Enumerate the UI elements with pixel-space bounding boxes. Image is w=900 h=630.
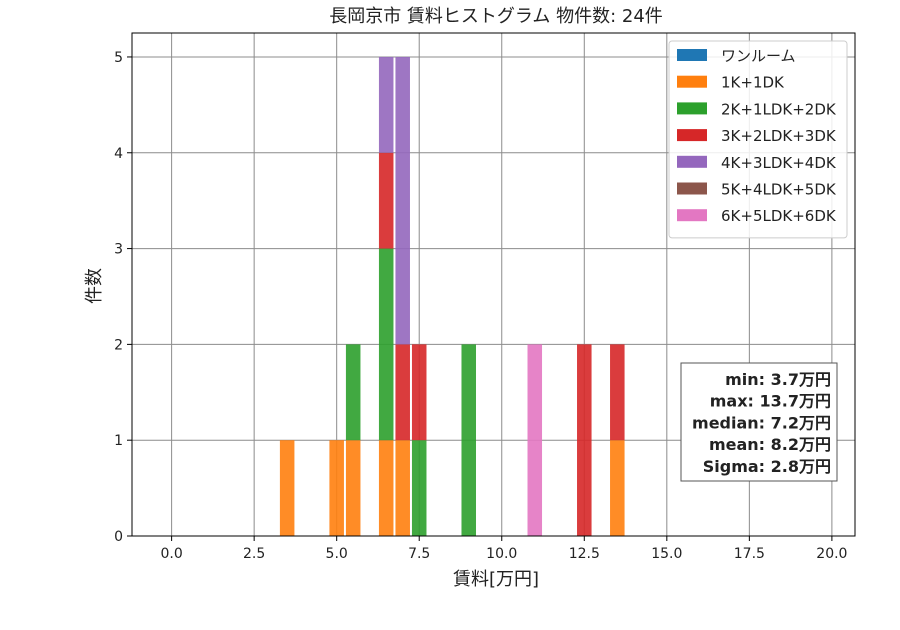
stats-line: Sigma: 2.8万円 xyxy=(703,457,831,476)
bar-4K+3LDK+4DK xyxy=(395,56,410,345)
bar-1K+1DK xyxy=(395,440,410,536)
legend-swatch xyxy=(677,182,707,195)
bar-2K+1LDK+2DK xyxy=(461,344,477,536)
bar-2K+1LDK+2DK xyxy=(378,248,394,441)
legend-label: 6K+5LDK+6DK xyxy=(721,207,837,225)
legend-swatch xyxy=(677,155,707,168)
stats-line: median: 7.2万円 xyxy=(692,413,831,432)
legend-swatch xyxy=(677,209,707,222)
x-tick-label: 7.5 xyxy=(408,546,430,562)
bar-1K+1DK xyxy=(610,440,625,536)
bar-3K+2LDK+3DK xyxy=(378,152,394,249)
stats-line: max: 13.7万円 xyxy=(710,392,831,411)
x-tick-label: 5.0 xyxy=(326,546,348,562)
stats-line: min: 3.7万円 xyxy=(725,370,831,389)
x-axis-label: 賃料[万円] xyxy=(453,569,539,590)
x-tick-label: 10.0 xyxy=(486,546,517,562)
bar-1K+1DK xyxy=(329,440,344,536)
x-tick-label: 17.5 xyxy=(734,546,765,562)
bar-1K+1DK xyxy=(378,440,394,536)
x-axis: 0.0 2.5 5.0 7.5 10.0 12.5 15.0 17.5 20.0 xyxy=(160,536,847,562)
legend-swatch xyxy=(677,49,707,61)
bar-2K+1LDK+2DK xyxy=(345,344,361,441)
legend-box xyxy=(668,40,848,239)
legend-swatch xyxy=(677,75,707,88)
x-tick-label: 20.0 xyxy=(816,546,847,562)
bar-4K+3LDK+4DK xyxy=(378,56,394,153)
legend-label: 1K+1DK xyxy=(721,74,785,92)
bar-3K+2LDK+3DK xyxy=(411,344,427,441)
y-tick-label: 3 xyxy=(114,242,123,258)
y-tick-label: 4 xyxy=(114,146,123,162)
y-tick-label: 5 xyxy=(114,50,123,66)
legend-label: 5K+4LDK+5DK xyxy=(721,181,837,199)
legend: ワンルーム 1K+1DK 2K+1LDK+2DK 3K+2LDK+3DK 4K+3LDK… xyxy=(668,40,848,239)
y-axis-label: 件数 xyxy=(84,268,105,304)
legend-label: 2K+1LDK+2DK xyxy=(721,100,837,118)
bar-6K+5LDK+6DK xyxy=(527,344,543,536)
stats-panel xyxy=(680,362,838,482)
bars xyxy=(279,56,625,536)
legend-label: ワンルーム xyxy=(721,47,796,65)
stats-box: min: 3.7万円 max: 13.7万円 median: 7.2万円 mean: … xyxy=(680,362,838,482)
bar-3K+2LDK+3DK xyxy=(395,344,410,441)
bar-3K+2LDK+3DK xyxy=(610,344,625,441)
y-axis: 0 1 2 3 4 5 xyxy=(114,50,132,545)
bar-1K+1DK xyxy=(279,440,295,536)
y-tick-label: 1 xyxy=(114,433,123,449)
bar-1K+1DK xyxy=(345,440,361,536)
bar-2K+1LDK+2DK xyxy=(411,440,427,536)
legend-swatch xyxy=(677,129,707,142)
legend-label: 4K+3LDK+4DK xyxy=(721,154,837,172)
x-tick-label: 0.0 xyxy=(160,546,182,562)
x-tick-label: 15.0 xyxy=(651,546,682,562)
y-tick-label: 0 xyxy=(114,529,123,545)
chart-title: 長岡京市 賃料ヒストグラム 物件数: 24件 xyxy=(329,6,663,27)
stats-line: mean: 8.2万円 xyxy=(709,435,831,454)
legend-label: 3K+2LDK+3DK xyxy=(721,127,837,145)
x-tick-label: 12.5 xyxy=(569,546,600,562)
bar-3K+2LDK+3DK xyxy=(577,344,592,536)
x-tick-label: 2.5 xyxy=(243,546,265,562)
legend-swatch xyxy=(677,102,707,115)
y-tick-label: 2 xyxy=(114,337,123,353)
plot-frame xyxy=(131,32,856,537)
